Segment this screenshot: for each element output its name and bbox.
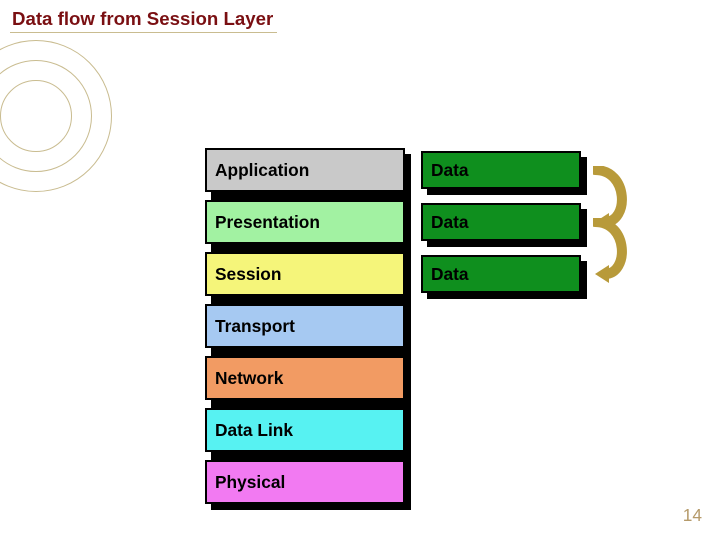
data-box-session: Data — [421, 255, 581, 293]
page-number: 14 — [683, 505, 702, 526]
layer-application: Application — [205, 148, 405, 192]
data-box-presentation: Data — [421, 203, 581, 241]
layer-physical: Physical — [205, 460, 405, 504]
flow-arrow-1 — [593, 218, 635, 286]
page-title: Data flow from Session Layer — [10, 6, 277, 33]
decorative-circles — [0, 40, 120, 200]
layer-data-link: Data Link — [205, 408, 405, 452]
layer-presentation: Presentation — [205, 200, 405, 244]
data-box-application: Data — [421, 151, 581, 189]
layer-transport: Transport — [205, 304, 405, 348]
layer-session: Session — [205, 252, 405, 296]
layer-network: Network — [205, 356, 405, 400]
